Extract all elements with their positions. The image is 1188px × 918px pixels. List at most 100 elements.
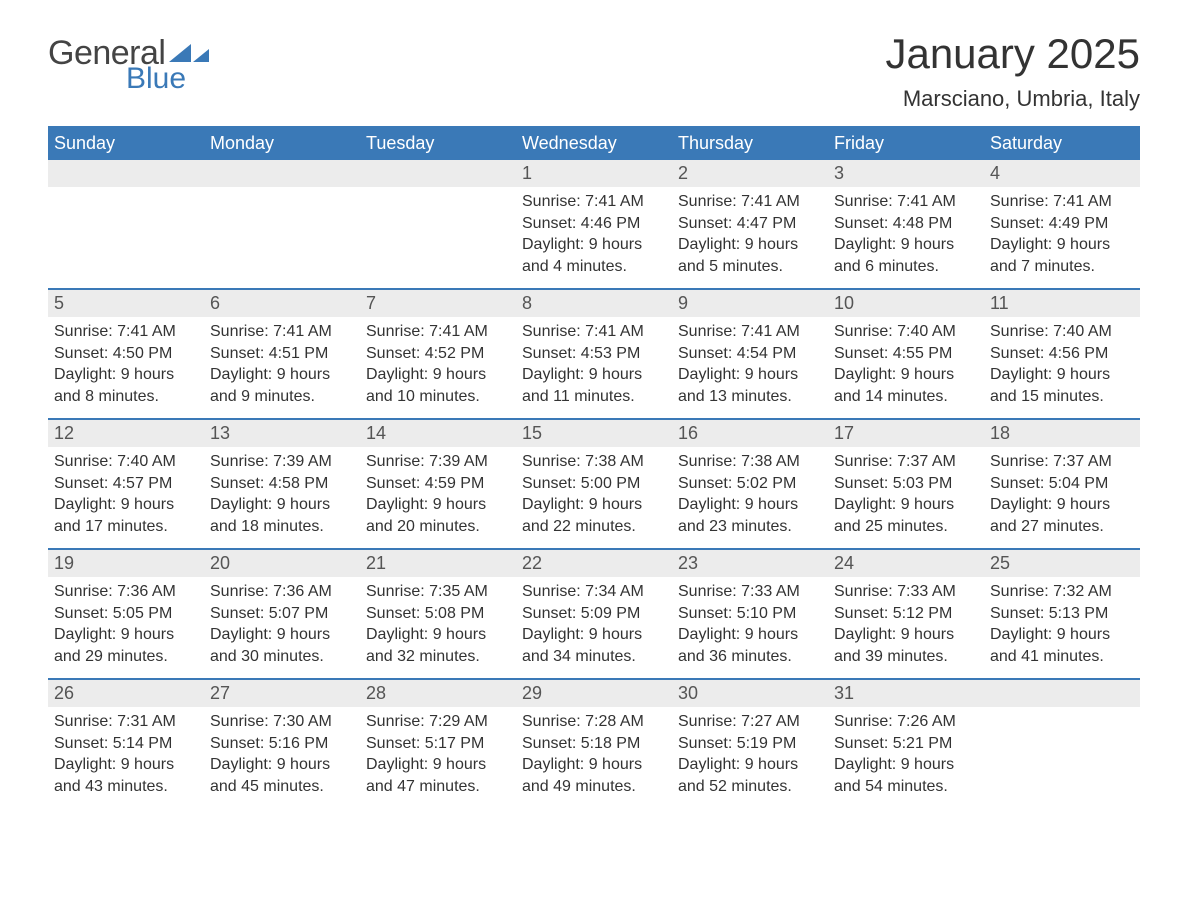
day-body: Sunrise: 7:37 AMSunset: 5:04 PMDaylight:… bbox=[984, 447, 1140, 545]
sunset-line: Sunset: 5:13 PM bbox=[990, 603, 1134, 625]
day-body: Sunrise: 7:41 AMSunset: 4:47 PMDaylight:… bbox=[672, 187, 828, 285]
sunrise-line: Sunrise: 7:41 AM bbox=[54, 321, 198, 343]
day-cell: 22Sunrise: 7:34 AMSunset: 5:09 PMDayligh… bbox=[516, 550, 672, 678]
sunset-line: Sunset: 5:16 PM bbox=[210, 733, 354, 755]
day-number: 9 bbox=[672, 290, 828, 317]
day-number: 16 bbox=[672, 420, 828, 447]
day-body: Sunrise: 7:30 AMSunset: 5:16 PMDaylight:… bbox=[204, 707, 360, 805]
daylight-line: Daylight: 9 hours and 17 minutes. bbox=[54, 494, 198, 537]
day-cell: 19Sunrise: 7:36 AMSunset: 5:05 PMDayligh… bbox=[48, 550, 204, 678]
day-body: Sunrise: 7:41 AMSunset: 4:53 PMDaylight:… bbox=[516, 317, 672, 415]
sunset-line: Sunset: 5:02 PM bbox=[678, 473, 822, 495]
daylight-line: Daylight: 9 hours and 49 minutes. bbox=[522, 754, 666, 797]
sunrise-line: Sunrise: 7:30 AM bbox=[210, 711, 354, 733]
day-body: Sunrise: 7:39 AMSunset: 4:59 PMDaylight:… bbox=[360, 447, 516, 545]
sunrise-line: Sunrise: 7:33 AM bbox=[678, 581, 822, 603]
sunset-line: Sunset: 5:00 PM bbox=[522, 473, 666, 495]
sunrise-line: Sunrise: 7:40 AM bbox=[54, 451, 198, 473]
week-row: 19Sunrise: 7:36 AMSunset: 5:05 PMDayligh… bbox=[48, 548, 1140, 678]
header: General Blue January 2025 Marsciano, Umb… bbox=[48, 30, 1140, 112]
sunrise-line: Sunrise: 7:40 AM bbox=[990, 321, 1134, 343]
day-body: Sunrise: 7:33 AMSunset: 5:12 PMDaylight:… bbox=[828, 577, 984, 675]
daylight-line: Daylight: 9 hours and 8 minutes. bbox=[54, 364, 198, 407]
daylight-line: Daylight: 9 hours and 52 minutes. bbox=[678, 754, 822, 797]
daylight-line: Daylight: 9 hours and 32 minutes. bbox=[366, 624, 510, 667]
day-cell: 23Sunrise: 7:33 AMSunset: 5:10 PMDayligh… bbox=[672, 550, 828, 678]
day-body bbox=[360, 187, 516, 199]
day-body: Sunrise: 7:36 AMSunset: 5:07 PMDaylight:… bbox=[204, 577, 360, 675]
sunrise-line: Sunrise: 7:39 AM bbox=[366, 451, 510, 473]
day-number: 15 bbox=[516, 420, 672, 447]
day-number: 22 bbox=[516, 550, 672, 577]
day-cell bbox=[48, 160, 204, 288]
day-cell: 25Sunrise: 7:32 AMSunset: 5:13 PMDayligh… bbox=[984, 550, 1140, 678]
day-body: Sunrise: 7:35 AMSunset: 5:08 PMDaylight:… bbox=[360, 577, 516, 675]
day-number bbox=[48, 160, 204, 187]
daylight-line: Daylight: 9 hours and 7 minutes. bbox=[990, 234, 1134, 277]
sunrise-line: Sunrise: 7:35 AM bbox=[366, 581, 510, 603]
daylight-line: Daylight: 9 hours and 9 minutes. bbox=[210, 364, 354, 407]
daylight-line: Daylight: 9 hours and 13 minutes. bbox=[678, 364, 822, 407]
day-body: Sunrise: 7:38 AMSunset: 5:00 PMDaylight:… bbox=[516, 447, 672, 545]
daylight-line: Daylight: 9 hours and 18 minutes. bbox=[210, 494, 354, 537]
daylight-line: Daylight: 9 hours and 54 minutes. bbox=[834, 754, 978, 797]
day-body: Sunrise: 7:26 AMSunset: 5:21 PMDaylight:… bbox=[828, 707, 984, 805]
daylight-line: Daylight: 9 hours and 23 minutes. bbox=[678, 494, 822, 537]
day-number: 27 bbox=[204, 680, 360, 707]
sunrise-line: Sunrise: 7:33 AM bbox=[834, 581, 978, 603]
day-number: 10 bbox=[828, 290, 984, 317]
sunset-line: Sunset: 4:59 PM bbox=[366, 473, 510, 495]
sunset-line: Sunset: 5:08 PM bbox=[366, 603, 510, 625]
day-body: Sunrise: 7:41 AMSunset: 4:49 PMDaylight:… bbox=[984, 187, 1140, 285]
sunset-line: Sunset: 5:07 PM bbox=[210, 603, 354, 625]
daylight-line: Daylight: 9 hours and 15 minutes. bbox=[990, 364, 1134, 407]
sunrise-line: Sunrise: 7:29 AM bbox=[366, 711, 510, 733]
daylight-line: Daylight: 9 hours and 34 minutes. bbox=[522, 624, 666, 667]
daylight-line: Daylight: 9 hours and 45 minutes. bbox=[210, 754, 354, 797]
day-number bbox=[984, 680, 1140, 707]
day-cell: 30Sunrise: 7:27 AMSunset: 5:19 PMDayligh… bbox=[672, 680, 828, 808]
days-of-week-header: Sunday Monday Tuesday Wednesday Thursday… bbox=[48, 128, 1140, 160]
sunset-line: Sunset: 4:48 PM bbox=[834, 213, 978, 235]
sunrise-line: Sunrise: 7:41 AM bbox=[522, 321, 666, 343]
daylight-line: Daylight: 9 hours and 25 minutes. bbox=[834, 494, 978, 537]
daylight-line: Daylight: 9 hours and 27 minutes. bbox=[990, 494, 1134, 537]
day-body: Sunrise: 7:40 AMSunset: 4:55 PMDaylight:… bbox=[828, 317, 984, 415]
sunrise-line: Sunrise: 7:38 AM bbox=[678, 451, 822, 473]
day-body bbox=[204, 187, 360, 199]
day-number: 23 bbox=[672, 550, 828, 577]
day-body: Sunrise: 7:33 AMSunset: 5:10 PMDaylight:… bbox=[672, 577, 828, 675]
day-body bbox=[984, 707, 1140, 719]
sunrise-line: Sunrise: 7:27 AM bbox=[678, 711, 822, 733]
brand-logo: General Blue bbox=[48, 30, 209, 94]
day-body: Sunrise: 7:41 AMSunset: 4:46 PMDaylight:… bbox=[516, 187, 672, 285]
sunset-line: Sunset: 4:51 PM bbox=[210, 343, 354, 365]
sunset-line: Sunset: 5:17 PM bbox=[366, 733, 510, 755]
sunrise-line: Sunrise: 7:34 AM bbox=[522, 581, 666, 603]
week-row: 26Sunrise: 7:31 AMSunset: 5:14 PMDayligh… bbox=[48, 678, 1140, 808]
weeks-container: 1Sunrise: 7:41 AMSunset: 4:46 PMDaylight… bbox=[48, 160, 1140, 808]
sunrise-line: Sunrise: 7:28 AM bbox=[522, 711, 666, 733]
sunrise-line: Sunrise: 7:41 AM bbox=[834, 191, 978, 213]
day-body: Sunrise: 7:32 AMSunset: 5:13 PMDaylight:… bbox=[984, 577, 1140, 675]
sunset-line: Sunset: 4:47 PM bbox=[678, 213, 822, 235]
sunset-line: Sunset: 5:05 PM bbox=[54, 603, 198, 625]
day-number bbox=[204, 160, 360, 187]
dow-saturday: Saturday bbox=[984, 128, 1140, 160]
sunrise-line: Sunrise: 7:39 AM bbox=[210, 451, 354, 473]
sunrise-line: Sunrise: 7:41 AM bbox=[678, 191, 822, 213]
day-number: 12 bbox=[48, 420, 204, 447]
day-body: Sunrise: 7:41 AMSunset: 4:51 PMDaylight:… bbox=[204, 317, 360, 415]
day-cell: 12Sunrise: 7:40 AMSunset: 4:57 PMDayligh… bbox=[48, 420, 204, 548]
daylight-line: Daylight: 9 hours and 5 minutes. bbox=[678, 234, 822, 277]
daylight-line: Daylight: 9 hours and 41 minutes. bbox=[990, 624, 1134, 667]
day-cell: 17Sunrise: 7:37 AMSunset: 5:03 PMDayligh… bbox=[828, 420, 984, 548]
daylight-line: Daylight: 9 hours and 29 minutes. bbox=[54, 624, 198, 667]
week-row: 1Sunrise: 7:41 AMSunset: 4:46 PMDaylight… bbox=[48, 160, 1140, 288]
day-cell: 7Sunrise: 7:41 AMSunset: 4:52 PMDaylight… bbox=[360, 290, 516, 418]
sunrise-line: Sunrise: 7:41 AM bbox=[210, 321, 354, 343]
day-number: 5 bbox=[48, 290, 204, 317]
day-body: Sunrise: 7:39 AMSunset: 4:58 PMDaylight:… bbox=[204, 447, 360, 545]
day-cell: 6Sunrise: 7:41 AMSunset: 4:51 PMDaylight… bbox=[204, 290, 360, 418]
day-number: 18 bbox=[984, 420, 1140, 447]
